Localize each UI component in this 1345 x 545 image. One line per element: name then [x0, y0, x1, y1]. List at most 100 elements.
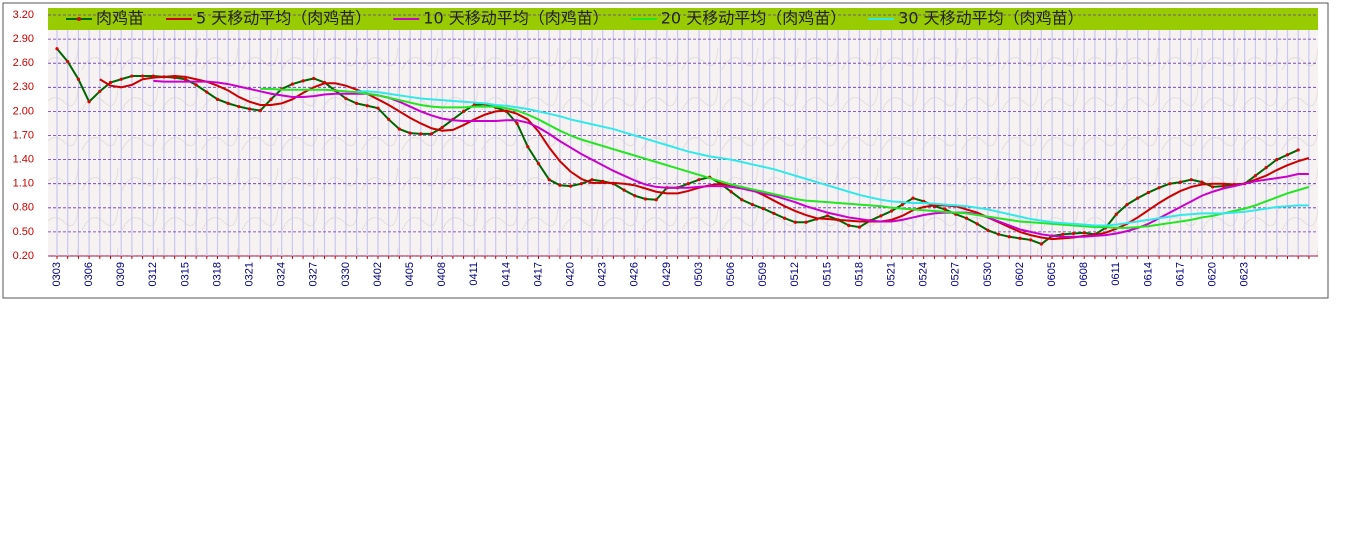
data-point [1136, 196, 1140, 200]
data-point [66, 59, 70, 64]
x-tick-label: 0608 [1078, 262, 1090, 286]
data-point [269, 97, 273, 101]
x-tick-label: 0521 [886, 262, 898, 286]
x-tick-label: 0611 [1110, 262, 1122, 286]
data-point [1114, 212, 1118, 216]
series-line [153, 79, 1309, 238]
x-tick-label: 0318 [211, 262, 223, 286]
data-point [654, 198, 658, 202]
data-point [761, 207, 765, 211]
x-tick-label: 0423 [597, 262, 609, 286]
data-point [419, 132, 423, 136]
data-point [344, 96, 348, 101]
data-point [1039, 242, 1043, 246]
data-point [911, 196, 915, 200]
data-point [98, 89, 102, 93]
data-point [783, 216, 787, 220]
data-point [697, 178, 701, 182]
x-tick-label: 0620 [1207, 262, 1219, 286]
data-point [890, 209, 894, 213]
data-point [964, 216, 969, 220]
data-point [997, 232, 1001, 236]
data-point [408, 131, 412, 135]
y-tick-label: 2.30 [13, 81, 34, 93]
data-point [633, 194, 637, 198]
data-point [547, 178, 551, 182]
data-point [290, 82, 294, 86]
data-point [1253, 174, 1257, 178]
data-point [205, 90, 209, 94]
x-tick-label: 0402 [372, 262, 384, 286]
x-tick-label: 0321 [244, 262, 256, 286]
data-point [1018, 236, 1022, 240]
y-tick-label: 1.70 [13, 129, 34, 141]
series-line [260, 87, 1310, 229]
x-tick-label: 0503 [693, 262, 705, 286]
data-point [804, 220, 808, 224]
data-point [943, 207, 947, 212]
x-tick-label: 0309 [115, 262, 127, 286]
data-point [579, 182, 583, 186]
x-tick-label: 0327 [308, 262, 320, 286]
data-point [365, 104, 369, 108]
data-point [258, 108, 262, 113]
data-point [1296, 148, 1300, 152]
data-point [900, 202, 904, 207]
x-tick-label: 0426 [629, 262, 641, 286]
y-tick-label: 1.40 [13, 154, 34, 166]
data-point [558, 183, 562, 187]
data-point [1221, 184, 1225, 188]
x-tick-label: 0617 [1174, 262, 1186, 286]
data-point [975, 222, 979, 226]
y-tick-label: 0.50 [13, 226, 34, 238]
data-point [1168, 182, 1172, 186]
y-tick-label: 3.20 [13, 9, 34, 21]
data-point [622, 188, 626, 192]
x-tick-label: 0605 [1046, 262, 1058, 286]
y-tick-label: 0.80 [13, 202, 34, 214]
data-point [793, 220, 797, 224]
y-tick-label: 2.00 [13, 105, 34, 117]
data-point [536, 162, 541, 166]
data-point [312, 76, 316, 81]
legend-label: 肉鸡苗 [96, 9, 144, 28]
x-tick-label: 0530 [982, 262, 994, 286]
data-point [76, 77, 80, 81]
plot-area [48, 8, 1318, 256]
data-point [879, 214, 883, 218]
x-tick-label: 0306 [83, 262, 95, 286]
data-point [686, 182, 690, 186]
legend-label: 30 天移动平均（肉鸡苗） [898, 9, 1083, 28]
data-point [119, 77, 123, 81]
data-point [526, 145, 530, 149]
data-point [1275, 158, 1279, 162]
data-point [1189, 178, 1193, 182]
x-tick-label: 0414 [500, 262, 512, 286]
data-point [397, 127, 401, 131]
data-point [183, 77, 187, 81]
data-point [130, 74, 134, 78]
data-point [986, 228, 990, 232]
data-point [387, 117, 391, 122]
data-point [141, 74, 145, 78]
data-point [1082, 231, 1086, 235]
data-point [857, 225, 862, 229]
x-tick-label: 0330 [340, 262, 352, 286]
data-point [108, 80, 113, 85]
data-point [1200, 180, 1204, 184]
data-point [87, 100, 91, 104]
legend-bar [48, 8, 1318, 30]
x-tick-label: 0315 [179, 262, 191, 286]
x-tick-label: 0420 [565, 262, 577, 286]
x-tick-label: 0509 [757, 262, 769, 286]
data-point [55, 47, 59, 51]
data-point [1285, 153, 1290, 157]
data-point [1264, 166, 1268, 170]
x-tick-label: 0524 [918, 262, 930, 286]
data-point [429, 132, 434, 136]
data-point [194, 83, 198, 87]
x-tick-label: 0408 [436, 262, 448, 286]
data-point [301, 79, 305, 83]
data-point [729, 190, 733, 194]
data-point [1146, 190, 1150, 195]
